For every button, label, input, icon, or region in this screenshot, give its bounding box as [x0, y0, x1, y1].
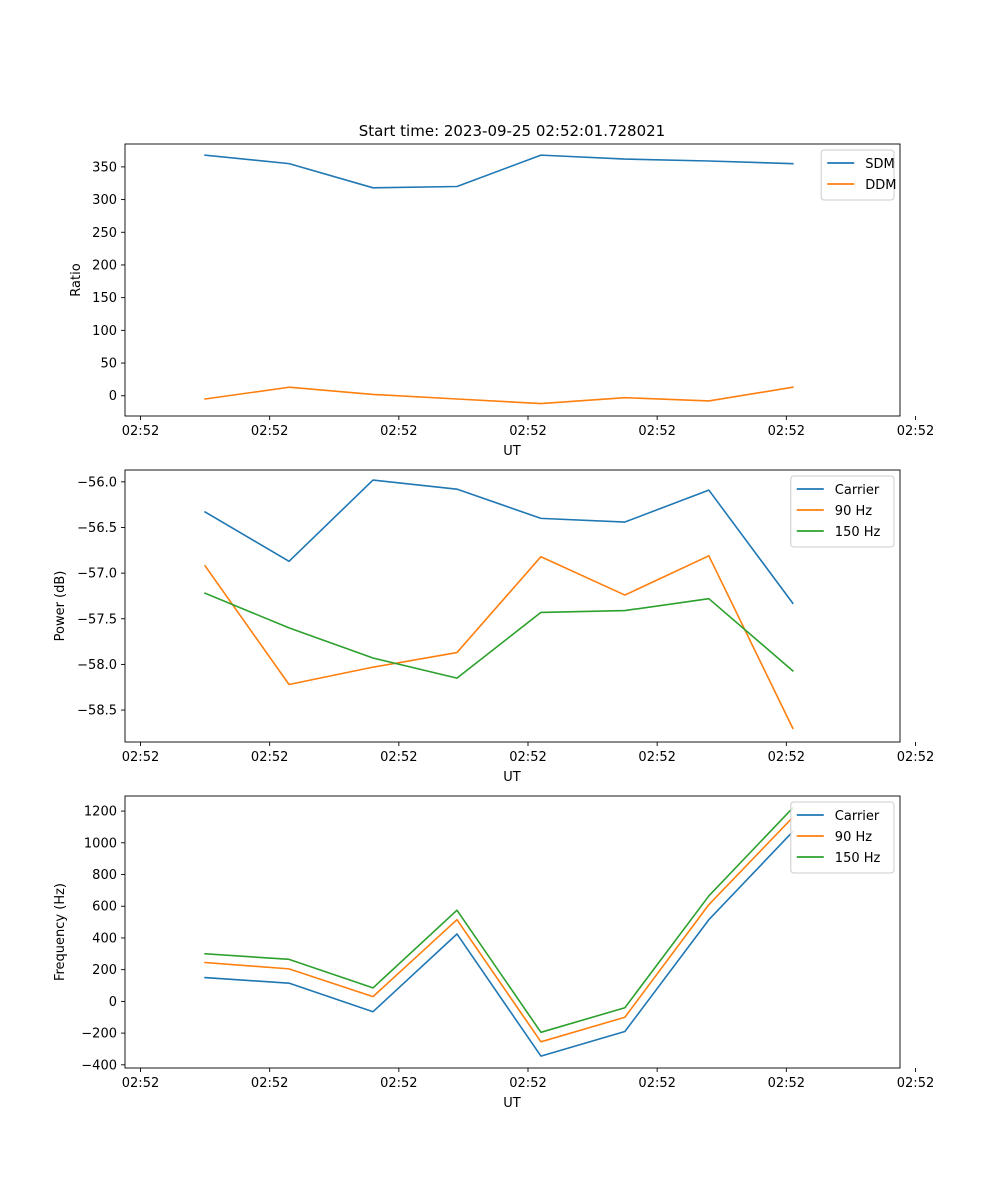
x-axis-label: UT: [503, 1096, 521, 1111]
x-tick-label: 02:52: [380, 1076, 417, 1091]
axes-frame: [124, 795, 901, 1069]
series-line-90-hz: [204, 816, 794, 1043]
y-tick-label: 1200: [84, 805, 117, 820]
x-tick-label: 02:52: [768, 750, 805, 765]
y-tick-label: 400: [92, 931, 117, 946]
legend-label: 150 Hz: [835, 851, 881, 866]
x-axis-label: UT: [503, 444, 521, 459]
series-line-150-hz: [204, 592, 794, 679]
y-tick-label: 300: [92, 193, 117, 208]
legend-box: [790, 475, 895, 548]
legend: Carrier 90 Hz 150 Hz: [790, 475, 895, 548]
x-tick-label: 02:52: [380, 424, 417, 439]
y-tick-label: 200: [92, 258, 117, 273]
legend-box: [790, 801, 895, 874]
y-tick-label: 0: [109, 995, 117, 1010]
y-tick-label: −400: [81, 1058, 117, 1073]
x-tick-label: 02:52: [509, 750, 546, 765]
legend-label: Carrier: [835, 483, 880, 498]
legend-label: SDM: [865, 157, 894, 172]
legend-label: Carrier: [835, 809, 880, 824]
legend: Carrier 90 Hz 150 Hz: [790, 801, 895, 874]
x-tick-label: 02:52: [897, 1076, 934, 1091]
legend-label: 90 Hz: [835, 504, 872, 519]
y-tick-label: 600: [92, 900, 117, 915]
x-tick-label: 02:52: [897, 424, 934, 439]
y-tick-label: 250: [92, 226, 117, 241]
x-tick-label: 02:52: [897, 750, 934, 765]
y-tick-label: −57.0: [77, 567, 117, 582]
x-tick-label: 02:52: [380, 750, 417, 765]
series-line-carrier: [203, 479, 794, 605]
y-tick-label: −58.0: [77, 658, 117, 673]
x-tick-label: 02:52: [638, 750, 675, 765]
axes-frame: [124, 143, 901, 417]
x-tick-label: 02:52: [768, 1076, 805, 1091]
chart-title: Start time: 2023-09-25 02:52:01.728021: [359, 122, 665, 140]
x-tick-label: 02:52: [509, 424, 546, 439]
legend-label: 90 Hz: [835, 830, 872, 845]
x-tick-label: 02:52: [251, 750, 288, 765]
series-line-carrier: [204, 830, 794, 1057]
y-tick-label: −56.0: [77, 475, 117, 490]
series-line-sdm: [204, 154, 794, 189]
legend-label: DDM: [865, 178, 896, 193]
x-axis-label: UT: [503, 770, 521, 785]
subplot-1: 02:5202:5202:5202:5202:5202:5202:5202:53…: [69, 143, 934, 459]
y-tick-label: −58.5: [77, 704, 117, 719]
axes-frame: [124, 469, 901, 743]
y-tick-label: 50: [100, 357, 117, 372]
legend: SDM DDM: [820, 149, 896, 201]
x-tick-label: 02:52: [768, 424, 805, 439]
subplot-3: 02:5202:5202:5202:5202:5202:5202:5202:53…: [53, 795, 934, 1111]
y-axis-label: Ratio: [69, 263, 84, 296]
x-tick-label: 02:52: [122, 424, 159, 439]
x-tick-label: 02:52: [122, 1076, 159, 1091]
x-tick-label: 02:52: [638, 424, 675, 439]
series-line-90-hz: [203, 554, 794, 730]
legend-label: 150 Hz: [835, 525, 881, 540]
series-line-ddm: [204, 386, 794, 405]
y-axis-label: Power (dB): [53, 571, 68, 642]
y-tick-label: 1000: [84, 836, 117, 851]
x-tick-label: 02:52: [251, 1076, 288, 1091]
x-tick-label: 02:52: [251, 424, 288, 439]
y-tick-label: 200: [92, 963, 117, 978]
x-tick-label: 02:52: [638, 1076, 675, 1091]
y-tick-label: 100: [92, 324, 117, 339]
y-tick-label: −200: [81, 1027, 117, 1042]
y-tick-label: −56.5: [77, 521, 117, 536]
series-line-150-hz: [204, 806, 794, 1034]
y-tick-label: 800: [92, 868, 117, 883]
x-tick-label: 02:52: [122, 750, 159, 765]
x-tick-label: 02:52: [509, 1076, 546, 1091]
y-tick-label: 0: [109, 389, 117, 404]
y-tick-label: 350: [92, 160, 117, 175]
y-tick-label: 150: [92, 291, 117, 306]
y-axis-label: Frequency (Hz): [53, 883, 68, 981]
subplot-2: 02:5202:5202:5202:5202:5202:5202:5202:53…: [53, 469, 934, 785]
y-tick-label: −57.5: [77, 612, 117, 627]
